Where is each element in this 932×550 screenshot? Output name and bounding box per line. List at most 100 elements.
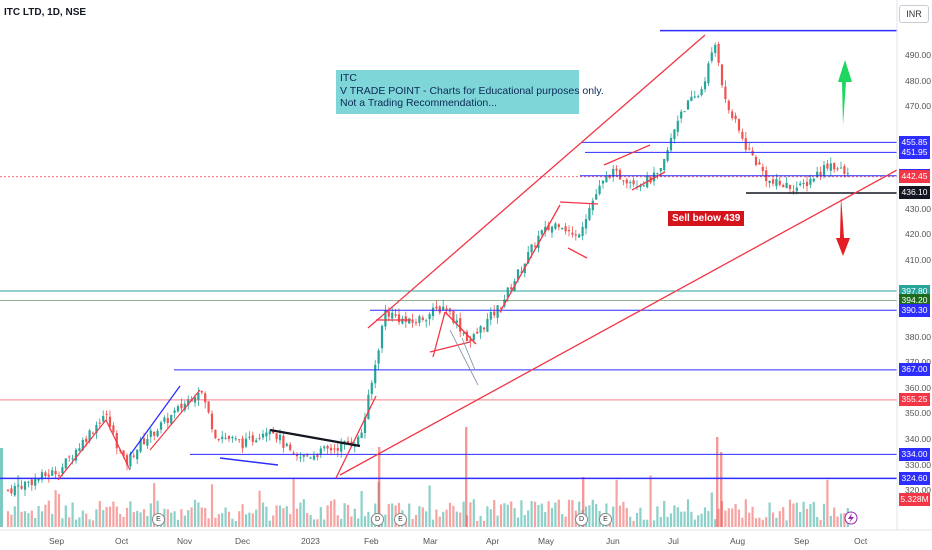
candle-body — [176, 406, 180, 412]
volume-bar — [261, 502, 265, 527]
volume-bar — [632, 520, 635, 527]
volume-bar — [476, 520, 479, 527]
volume-bar — [204, 507, 207, 527]
candle-body — [697, 96, 700, 98]
trend-line[interactable] — [559, 201, 599, 205]
candle-body — [411, 319, 414, 323]
trend-line[interactable] — [269, 428, 361, 448]
trend-line[interactable] — [149, 389, 201, 451]
volume-bar — [734, 504, 737, 527]
trend-line[interactable] — [444, 311, 477, 345]
price-tag: 334.00 — [899, 447, 930, 461]
trend-line[interactable] — [631, 171, 666, 191]
trend-line[interactable] — [57, 419, 107, 481]
trend-line[interactable] — [603, 144, 651, 166]
price-axis-tick: 360.00 — [905, 382, 931, 393]
volume-bar — [795, 502, 798, 527]
candle-body — [61, 467, 64, 474]
candle-body — [238, 439, 241, 441]
candle-body — [459, 318, 462, 332]
candle-body — [533, 245, 537, 247]
price-axis-tick: 350.00 — [905, 408, 931, 419]
event-marker[interactable]: E — [599, 513, 612, 526]
candle-body — [244, 438, 248, 447]
volume-bar — [27, 513, 30, 527]
event-marker[interactable]: E — [152, 513, 165, 526]
volume-bar — [149, 503, 152, 527]
candle-body — [149, 430, 152, 437]
candle-body — [724, 86, 727, 100]
volume-bar — [493, 500, 496, 527]
candle-body — [95, 424, 98, 434]
candle-body — [741, 131, 744, 139]
event-marker[interactable]: E — [394, 513, 407, 526]
volume-bar — [302, 499, 305, 527]
candle-body — [408, 318, 411, 324]
volume-bar — [516, 517, 520, 527]
volume-bar — [554, 502, 557, 527]
volume-bar — [646, 519, 649, 527]
candle-body — [370, 382, 373, 395]
candle-body — [285, 443, 288, 446]
volume-bar — [289, 514, 292, 527]
volume-bar — [91, 520, 95, 527]
volume-bar — [717, 508, 720, 527]
volume-bar — [306, 513, 309, 527]
candle-body — [714, 44, 717, 53]
volume-bar — [479, 515, 482, 527]
price-tag: 390.30 — [899, 303, 930, 317]
trend-line[interactable] — [567, 247, 588, 259]
trend-line[interactable] — [219, 457, 279, 466]
candle-body — [30, 479, 33, 486]
volume-bar — [714, 519, 717, 527]
trend-line[interactable] — [499, 204, 561, 313]
candle-body — [775, 179, 778, 187]
volume-bar — [428, 485, 431, 527]
volume-bar — [435, 509, 438, 527]
currency-button[interactable]: INR — [899, 5, 929, 23]
volume-bar — [115, 506, 118, 527]
volume-bar — [639, 507, 642, 527]
volume-bar — [761, 519, 764, 527]
trend-line[interactable] — [432, 311, 446, 358]
volume-bar — [278, 505, 282, 527]
volume-bar — [510, 501, 513, 527]
volume-bar — [822, 503, 826, 527]
event-marker[interactable]: D — [575, 513, 588, 526]
time-axis-tick: Sep — [49, 536, 65, 546]
trend-line[interactable] — [461, 337, 476, 371]
candle-body — [384, 310, 387, 327]
price-tag: 442.45 — [899, 170, 930, 184]
trend-line[interactable] — [129, 385, 181, 456]
candle-body — [700, 89, 703, 96]
trend-line[interactable] — [339, 169, 898, 476]
trend-line[interactable] — [429, 341, 471, 353]
volume-bar — [513, 508, 516, 527]
candle-body — [129, 453, 132, 467]
time-axis-tick: Jul — [668, 536, 679, 546]
candle-body — [625, 179, 628, 184]
candle-body — [54, 470, 57, 475]
candle-body — [805, 181, 809, 187]
trend-line[interactable] — [449, 329, 479, 386]
volume-bar — [10, 514, 13, 527]
volume-bar — [503, 503, 506, 527]
symbol-title[interactable]: ITC LTD, 1D, NSE — [4, 7, 87, 18]
volume-bar — [642, 519, 645, 527]
candle-body — [122, 450, 125, 457]
candle-body — [833, 162, 836, 170]
volume-bar — [217, 514, 220, 527]
candle-body — [272, 430, 275, 434]
volume-bar — [625, 507, 628, 527]
event-marker[interactable]: D — [371, 513, 384, 526]
candle-body — [374, 364, 377, 384]
price-axis-tick: 480.00 — [905, 75, 931, 86]
volume-bar — [496, 515, 499, 527]
trend-line[interactable] — [367, 34, 706, 329]
trend-line[interactable] — [335, 395, 377, 479]
trend-line[interactable] — [105, 419, 131, 471]
volume-bar — [669, 513, 673, 527]
price-axis-tick: 410.00 — [905, 254, 931, 265]
candle-body — [819, 171, 822, 176]
